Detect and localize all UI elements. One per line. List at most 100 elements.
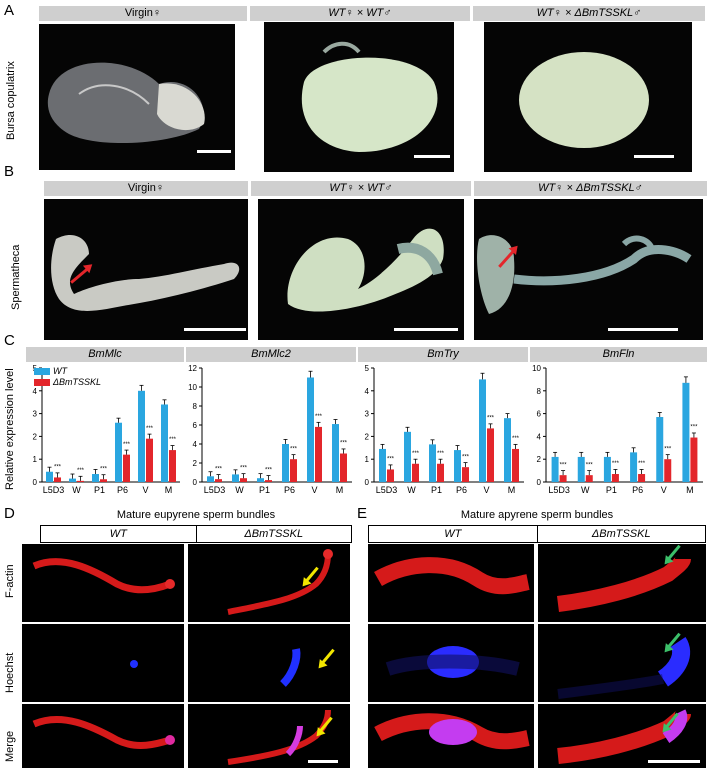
scale-bar — [608, 328, 678, 331]
bar-wt — [454, 450, 461, 482]
significance-label: *** — [215, 466, 223, 472]
legend-swatch-wt — [34, 367, 50, 375]
bar-wt — [551, 456, 559, 482]
eupyrene-mutant-merge — [188, 704, 350, 768]
significance-label: *** — [315, 414, 323, 420]
significance-label: *** — [664, 446, 672, 452]
x-tick-label: V — [483, 485, 489, 495]
bar-mutant — [265, 480, 272, 482]
bar-wt — [504, 418, 511, 482]
panel-e-column-headers: WT ΔBmTSSKL — [368, 525, 706, 543]
panel-d-column-headers: WT ΔBmTSSKL — [40, 525, 352, 543]
significance-label: *** — [412, 451, 420, 457]
bar-mutant — [315, 426, 322, 482]
bar-mutant — [690, 437, 698, 482]
x-tick-label: W — [235, 485, 244, 495]
column-header-mutant: ΔBmTSSKL — [536, 526, 706, 542]
y-tick-label: 0 — [537, 478, 542, 487]
scale-bar — [648, 760, 700, 763]
bar-wt — [656, 417, 664, 482]
bar-mutant — [100, 479, 107, 482]
eupyrene-wt-merge — [22, 704, 184, 768]
bar-mutant — [664, 459, 672, 482]
bar-wt — [404, 431, 411, 482]
chart-title-bmmlc2: BmMlc2 — [186, 347, 356, 362]
y-tick-label: 0 — [365, 478, 370, 487]
column-header-mutant-cross: WT♀ × ΔBmTSSKL♂ — [473, 6, 705, 21]
bar-mutant — [559, 475, 567, 482]
significance-label: *** — [560, 462, 568, 468]
bar-mutant — [123, 454, 130, 482]
eupyrene-wt-hoechst — [22, 624, 184, 702]
x-tick-label: M — [508, 485, 516, 495]
x-tick-label: V — [142, 485, 148, 495]
row-label-merge: Merge — [4, 730, 16, 762]
significance-label: *** — [437, 451, 445, 457]
expression-charts: 012345***L5D3***W***P1***P6***V***M02468… — [33, 364, 703, 495]
bar-mutant — [240, 478, 247, 482]
bar-mutant — [512, 448, 519, 482]
bar-wt — [479, 379, 486, 482]
eupyrene-mutant-factin — [188, 544, 350, 622]
significance-label: *** — [387, 457, 395, 463]
bar-wt — [682, 382, 690, 482]
y-tick-label: 0 — [33, 478, 38, 487]
bar-mutant — [146, 438, 153, 482]
y-tick-label: 8 — [537, 387, 542, 396]
bursa-wt-cross-photo — [264, 22, 454, 172]
panel-letter-d: D — [4, 505, 15, 522]
chart-title-bmfln: BmFln — [530, 347, 707, 362]
y-tick-label: 2 — [193, 459, 198, 468]
significance-label: *** — [512, 436, 520, 442]
bar-mutant — [215, 479, 222, 482]
column-header-wt: WT — [109, 528, 127, 540]
y-tick-label: 8 — [193, 402, 198, 411]
x-tick-label: P1 — [606, 485, 617, 495]
x-tick-label: L5D3 — [548, 485, 570, 495]
significance-label: *** — [340, 441, 348, 447]
significance-label: *** — [77, 468, 85, 474]
bar-wt — [69, 478, 76, 482]
bar-wt — [46, 471, 53, 482]
x-tick-label: M — [686, 485, 694, 495]
column-header-mutant-cross: WT♀ × ΔBmTSSKL♂ — [474, 181, 707, 196]
spermatheca-virgin-photo — [44, 199, 248, 340]
panel-letter-b: B — [4, 163, 15, 180]
bar-mutant — [387, 469, 394, 482]
panel-letter-a: A — [4, 2, 15, 19]
apyrene-mutant-merge — [538, 704, 706, 768]
scale-bar — [394, 328, 458, 331]
bar-mutant — [437, 463, 444, 482]
y-tick-label: 12 — [188, 364, 197, 373]
significance-label: *** — [290, 446, 298, 452]
column-header-virgin: Virgin♀ — [39, 6, 247, 21]
bar-wt — [332, 424, 339, 482]
y-tick-label: 3 — [33, 410, 38, 419]
spermatheca-wt-cross-photo — [258, 199, 464, 340]
bursa-mutant-tissue — [519, 52, 649, 148]
y-tick-label: 4 — [365, 387, 370, 396]
bar-wt — [207, 476, 214, 482]
y-tick-label: 4 — [33, 387, 38, 396]
spermatheca-virgin-tissue — [51, 234, 240, 311]
panel-letter-e: E — [357, 505, 368, 522]
y-tick-label: 4 — [537, 432, 542, 441]
spermatheca-mutant-cross-photo — [474, 199, 703, 340]
significance-label: *** — [240, 465, 248, 471]
significance-label: *** — [54, 465, 62, 471]
column-header-wt-cross: WT♀ × WT♂ — [250, 6, 470, 21]
bursa-mutant-cross-photo — [484, 22, 692, 172]
significance-label: *** — [123, 442, 131, 448]
significance-label: *** — [612, 461, 620, 467]
apyrene-wt-hoechst — [368, 624, 534, 702]
significance-label: *** — [638, 461, 646, 467]
column-header-mutant: ΔBmTSSKL — [195, 526, 352, 542]
panel-e-title: Mature apyrene sperm bundles — [460, 509, 614, 521]
x-tick-label: P6 — [632, 485, 643, 495]
significance-label: *** — [462, 454, 470, 460]
apyrene-wt-merge — [368, 704, 534, 768]
spermatheca-mutant-tissue — [477, 235, 692, 314]
x-tick-label: P6 — [117, 485, 128, 495]
x-tick-label: L5D3 — [43, 485, 65, 495]
legend-label-wt: WT — [53, 366, 67, 376]
